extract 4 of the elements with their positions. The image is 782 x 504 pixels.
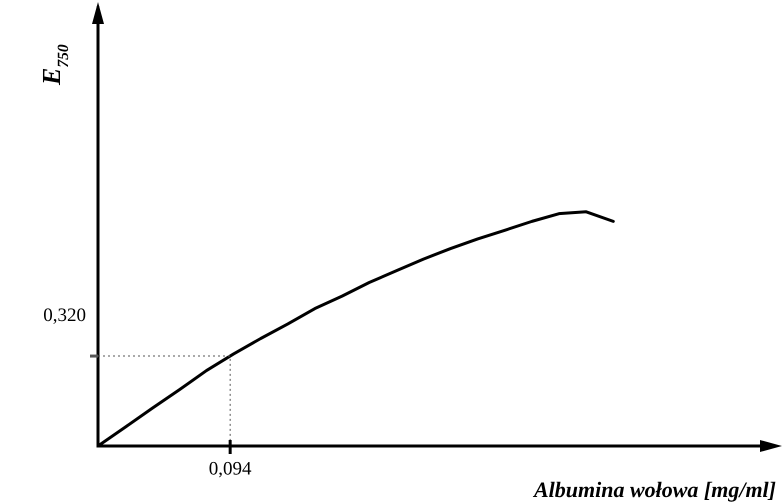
y-axis-title: E750: [37, 44, 72, 86]
x-axis-title: Albumina wołowa [mg/ml]: [532, 477, 776, 502]
text: 0,094: [208, 458, 252, 480]
text: 0,320: [43, 305, 86, 326]
